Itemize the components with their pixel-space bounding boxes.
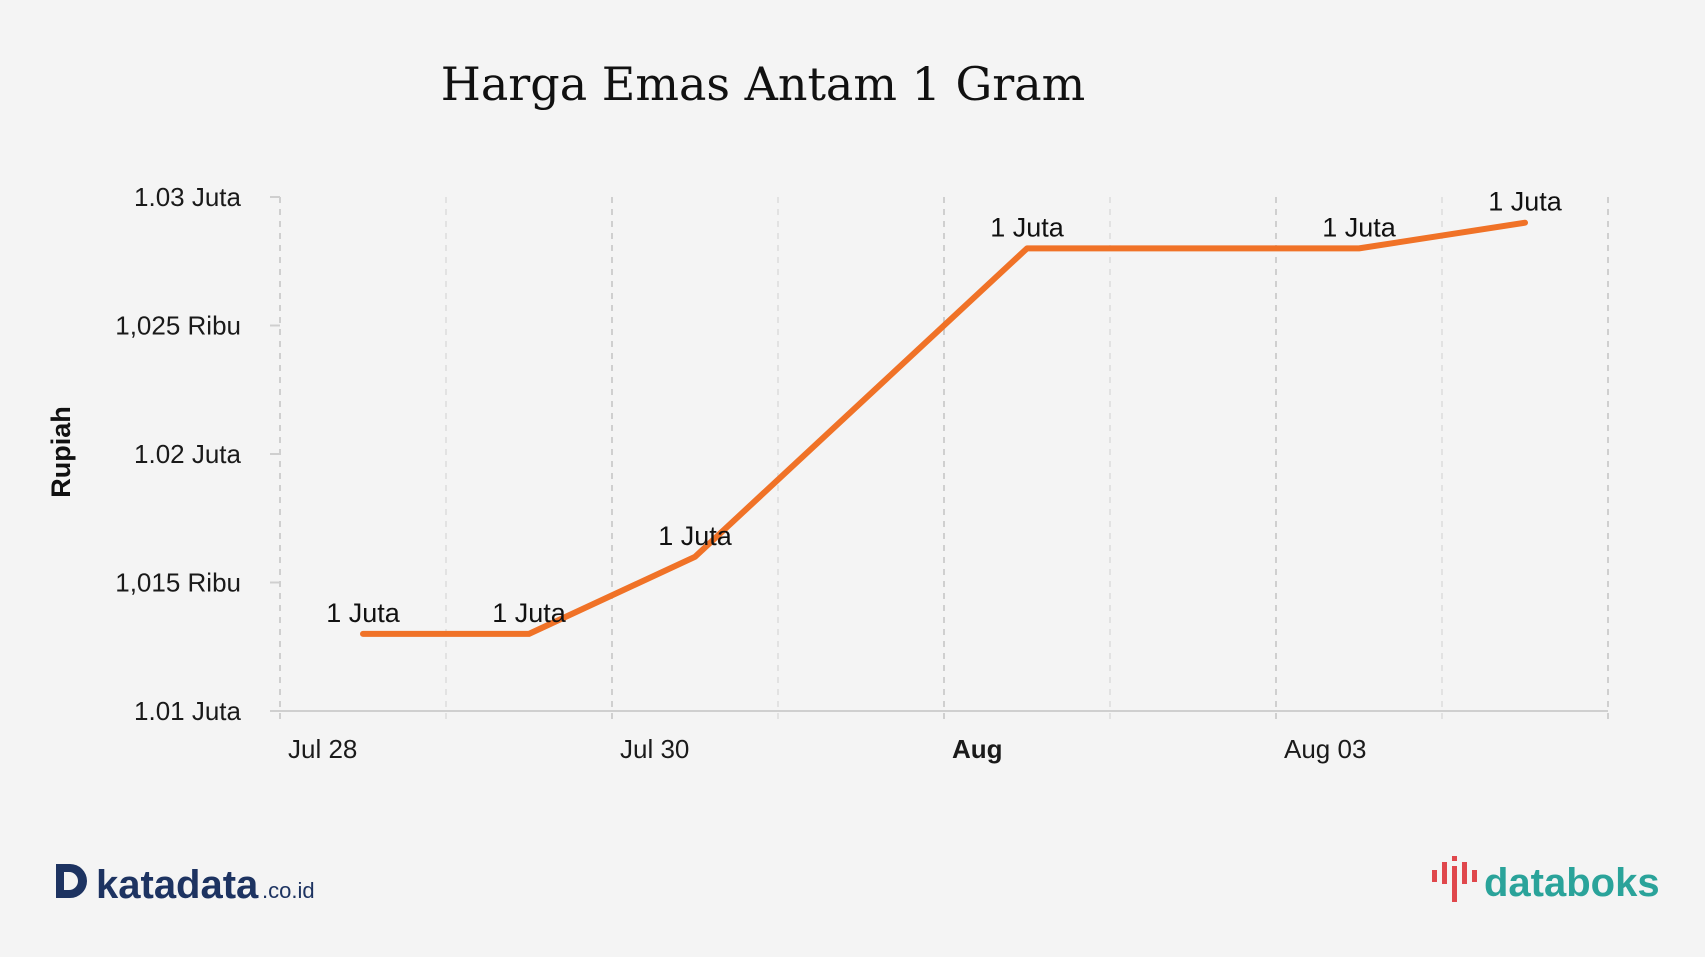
y-tick-label: 1.03 Juta — [134, 182, 242, 212]
katadata-logo: katadata .co.id — [56, 863, 315, 907]
y-tick-label: 1.01 Juta — [134, 696, 242, 726]
data-label: 1 Juta — [1322, 212, 1397, 242]
x-tick-label: Jul 30 — [620, 734, 689, 764]
chart-title: Harga Emas Antam 1 Gram — [441, 57, 1086, 111]
series — [360, 219, 1528, 637]
data-label: 1 Juta — [658, 521, 733, 551]
data-label: 1 Juta — [492, 598, 567, 628]
data-label: 1 Juta — [990, 212, 1065, 242]
y-axis-label: Rupiah — [46, 406, 76, 498]
x-tick-label: Jul 28 — [288, 734, 357, 764]
x-tick-label: Aug — [952, 734, 1003, 764]
katadata-wordmark: katadata — [96, 863, 259, 907]
y-tick-label: 1,025 Ribu — [115, 311, 241, 341]
databoks-logo: databoks — [1432, 856, 1660, 905]
databoks-mark-icon — [1432, 856, 1477, 902]
y-tick-label: 1.02 Juta — [134, 439, 242, 469]
grid — [279, 197, 1609, 719]
data-labels: 1 Juta 1 Juta 1 Juta 1 Juta 1 Juta 1 Juta — [326, 187, 1563, 628]
databoks-wordmark: databoks — [1484, 861, 1660, 905]
data-label: 1 Juta — [326, 598, 401, 628]
y-axis: 1.01 Juta 1,015 Ribu 1.02 Juta 1,025 Ribu 1.… — [115, 182, 280, 726]
katadata-mark-icon — [56, 864, 87, 898]
data-label: 1 Juta — [1488, 187, 1563, 217]
katadata-domain: .co.id — [262, 878, 315, 903]
x-tick-label: Aug 03 — [1284, 734, 1366, 764]
series-line — [360, 219, 1528, 637]
x-axis: Jul 28 Jul 30 Aug Aug 03 — [288, 734, 1366, 764]
y-tick-label: 1,015 Ribu — [115, 568, 241, 598]
